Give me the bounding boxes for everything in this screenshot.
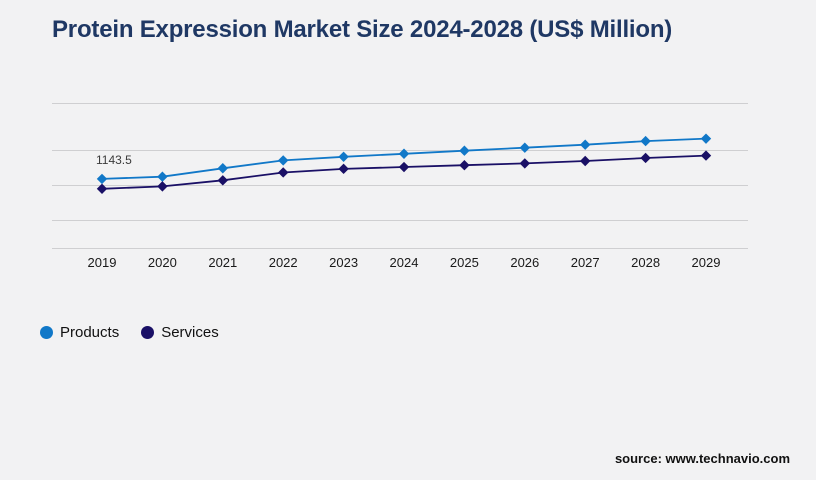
data-point-marker[interactable] — [459, 160, 470, 171]
data-point-marker[interactable] — [700, 133, 712, 144]
data-point-marker[interactable] — [398, 148, 410, 159]
legend-item-label: Products — [60, 324, 120, 341]
x-axis-tick-label: 2025 — [449, 255, 479, 270]
data-point-marker[interactable] — [580, 155, 591, 167]
x-axis-tick-label: 2019 — [87, 255, 117, 270]
data-point-marker[interactable] — [519, 158, 530, 169]
data-point-marker[interactable] — [338, 151, 349, 162]
x-axis-tick-label: 2026 — [510, 255, 540, 270]
x-axis-tick-label: 2028 — [631, 255, 661, 270]
data-point-marker[interactable] — [278, 167, 289, 178]
data-point-marker[interactable] — [217, 175, 228, 186]
data-point-marker[interactable] — [96, 183, 108, 194]
data-point-marker[interactable] — [519, 142, 530, 153]
x-axis-tick-label: 2027 — [570, 255, 600, 270]
x-axis-tick-label: 2023 — [329, 255, 359, 270]
x-axis-tick-label: 2021 — [208, 255, 238, 270]
x-axis-tick-label: 2024 — [389, 255, 419, 270]
data-point-marker[interactable] — [640, 152, 651, 164]
data-point-marker[interactable] — [398, 161, 410, 173]
data-point-marker[interactable] — [217, 163, 228, 174]
x-axis-line — [52, 248, 748, 249]
x-axis-tick-label: 2022 — [268, 255, 298, 270]
source-attribution: source: www.technavio.com — [614, 451, 790, 466]
data-point-marker[interactable] — [580, 139, 591, 150]
data-point-marker[interactable] — [278, 155, 289, 166]
x-axis-labels: 2019 2020 2021 2022 2023 2024 2025 2026 2027 2028… — [52, 255, 748, 277]
data-point-marker[interactable] — [700, 150, 712, 161]
data-point-marker[interactable] — [640, 135, 651, 147]
legend-item-products[interactable]: Products — [40, 324, 119, 341]
data-point-marker[interactable] — [96, 173, 108, 185]
data-point-marker[interactable] — [157, 181, 168, 192]
x-axis-tick-label: 2029 — [691, 255, 721, 270]
chart-legend: Products Services — [40, 324, 219, 341]
data-point-label: 1143.5 — [96, 152, 132, 167]
legend-item-services[interactable]: Services — [141, 324, 219, 341]
circle-marker-icon — [40, 326, 53, 339]
legend-item-label: Services — [161, 324, 219, 341]
data-point-marker[interactable] — [338, 163, 349, 175]
data-point-marker[interactable] — [459, 145, 470, 156]
circle-marker-icon — [141, 326, 155, 339]
x-axis-tick-label: 2020 — [147, 255, 177, 270]
line-chart-svg — [96, 133, 712, 194]
page-title: Protein Expression Market Size 2024-2028… — [52, 16, 673, 43]
data-point-marker[interactable] — [157, 171, 168, 182]
plot-area: 1143.5 — [52, 100, 748, 250]
